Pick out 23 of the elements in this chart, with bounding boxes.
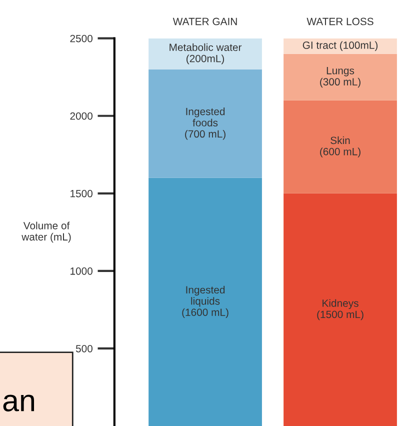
data-label: Skin (600 mL)	[320, 136, 360, 158]
data-label: Metabolic water (200mL)	[170, 43, 242, 64]
bar	[284, 54, 397, 100]
bar	[148, 178, 262, 426]
y-tick-label: 2500	[70, 34, 92, 42]
bar	[148, 69, 262, 178]
bar	[284, 193, 397, 426]
y-tick-label: 2000	[70, 112, 92, 120]
y-tick-label: 500	[76, 344, 92, 352]
data-label: Lungs (300 mL)	[320, 67, 360, 88]
y-axis-title: Volume of water (mL)	[22, 222, 71, 243]
bar	[148, 38, 262, 70]
data-label: GI tract (100mL)	[302, 41, 378, 51]
data-label: Kidneys (1500 mL)	[317, 299, 364, 320]
y-tick-label: 1000	[70, 267, 92, 275]
data-label: Ingested foods (700 mL)	[185, 108, 226, 140]
text: an	[3, 394, 34, 412]
bar	[284, 100, 397, 194]
bar	[284, 38, 397, 54]
x-tick-label: WATER GAIN	[172, 18, 237, 26]
y-tick-label: 1500	[70, 190, 92, 198]
x-tick-label: WATER LOSS	[306, 18, 374, 26]
data-label: Ingested liquids (1600 mL)	[182, 286, 228, 318]
